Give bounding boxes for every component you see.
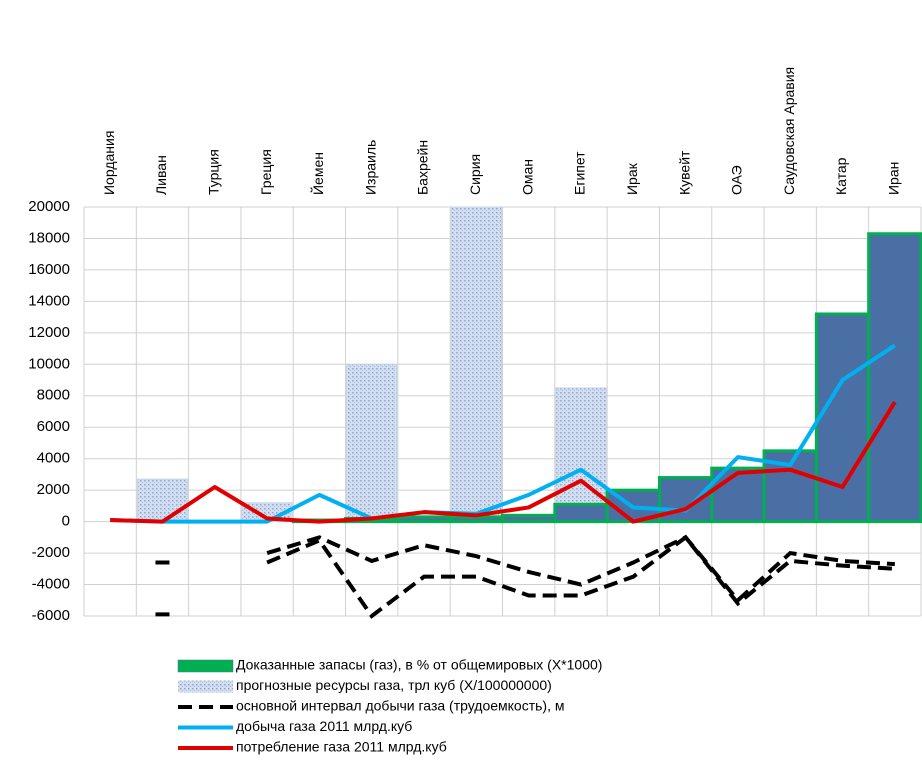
y-tick-label: 16000: [28, 261, 70, 278]
y-tick-label: 12000: [28, 324, 70, 341]
x-tick-label: Египет: [572, 151, 588, 195]
y-tick-label: 0: [62, 513, 70, 530]
legend-label: потребление газа 2011 млрд.куб: [236, 739, 447, 755]
interval-line: [155, 534, 895, 619]
x-tick-label: Оман: [519, 159, 535, 195]
legend-label: добыча газа 2011 млрд.куб: [236, 718, 412, 734]
y-tick-label: 20000: [28, 198, 70, 215]
x-tick-label: Кувейт: [676, 150, 692, 195]
y-tick-label: 4000: [37, 450, 70, 467]
x-tick-label: Ирак: [624, 162, 640, 195]
x-tick-label: Саудовская Аравия: [781, 67, 797, 195]
series-line: [110, 401, 897, 524]
forecast-bar: [450, 206, 502, 523]
interval-line: [155, 534, 895, 604]
y-tick-label: -6000: [32, 607, 70, 624]
x-tick-label: ОАЭ: [729, 165, 745, 195]
forecast-bar: [136, 478, 189, 523]
x-tick-label: Иран: [886, 162, 902, 195]
x-tick-label: Бахрейн: [415, 140, 431, 195]
y-tick-label: 14000: [28, 292, 70, 309]
x-tick-label: Израиль: [362, 140, 378, 195]
forecast-bar: [346, 363, 398, 523]
x-tick-label: Греция: [258, 149, 274, 195]
x-tick-label: Турция: [205, 149, 221, 195]
reserve-bar: [501, 513, 557, 524]
legend-swatch: [178, 680, 233, 693]
legend-label: прогнозные ресурсы газа, трл куб (X/1000…: [236, 677, 552, 693]
forecast-bar: [555, 387, 607, 523]
x-tick-label: Ливан: [153, 155, 169, 195]
reserve-bar: [553, 502, 609, 524]
series-line: [110, 343, 896, 524]
legend-swatch: [177, 659, 234, 673]
reserve-bar: [814, 312, 871, 524]
reserve-bar: [396, 515, 452, 524]
y-tick-label: 10000: [28, 355, 70, 372]
y-tick-label: -2000: [32, 544, 70, 561]
y-tick-label: 8000: [37, 387, 70, 404]
y-tick-label: -4000: [32, 576, 70, 593]
y-tick-label: 2000: [37, 481, 70, 498]
x-tick-label: Йемен: [309, 152, 326, 195]
reserve-bar: [867, 232, 922, 524]
legend-label: основной интервал добычи газа (трудоемко…: [236, 698, 564, 714]
y-tick-label: 18000: [28, 229, 70, 246]
x-tick-label: Катар: [833, 157, 849, 195]
x-tick-label: Иордания: [101, 131, 117, 195]
legend-label: Доказанные запасы (газ), в % от общемиро…: [236, 657, 602, 673]
reserve-bar: [448, 515, 504, 524]
y-tick-label: 6000: [37, 418, 70, 435]
x-tick-label: Сирия: [467, 154, 483, 195]
